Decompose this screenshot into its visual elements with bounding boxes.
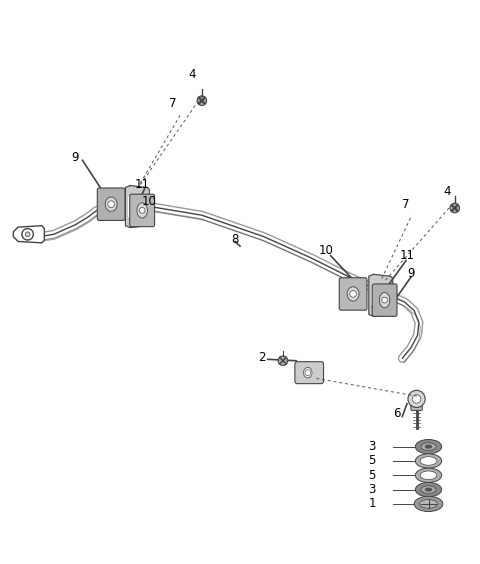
Text: 9: 9: [72, 151, 79, 165]
Circle shape: [382, 297, 387, 303]
Ellipse shape: [420, 471, 437, 479]
Text: 10: 10: [318, 244, 333, 258]
FancyBboxPatch shape: [372, 284, 397, 316]
Ellipse shape: [105, 197, 117, 212]
FancyBboxPatch shape: [339, 277, 367, 310]
Circle shape: [412, 395, 421, 403]
Ellipse shape: [421, 443, 436, 451]
Circle shape: [408, 390, 425, 408]
FancyBboxPatch shape: [97, 188, 125, 221]
Text: 7: 7: [169, 96, 177, 109]
Polygon shape: [369, 274, 393, 316]
Ellipse shape: [415, 482, 442, 497]
Ellipse shape: [421, 486, 436, 494]
Ellipse shape: [137, 203, 147, 218]
Text: 9: 9: [407, 267, 415, 280]
Ellipse shape: [303, 367, 312, 378]
Circle shape: [197, 96, 206, 105]
Text: 6: 6: [393, 407, 400, 420]
Polygon shape: [129, 195, 142, 218]
Text: 11: 11: [399, 249, 415, 262]
Polygon shape: [372, 284, 385, 307]
Text: 5: 5: [369, 469, 376, 482]
Ellipse shape: [415, 468, 442, 482]
Ellipse shape: [415, 439, 442, 454]
Ellipse shape: [420, 500, 438, 508]
Circle shape: [305, 370, 311, 376]
FancyBboxPatch shape: [130, 194, 155, 227]
Circle shape: [350, 290, 357, 297]
Text: 7: 7: [402, 198, 410, 211]
Text: 8: 8: [231, 232, 239, 245]
Ellipse shape: [414, 496, 443, 512]
Polygon shape: [125, 186, 149, 228]
Ellipse shape: [425, 488, 432, 491]
Text: 1: 1: [369, 497, 376, 510]
FancyBboxPatch shape: [295, 362, 324, 384]
Ellipse shape: [415, 454, 442, 468]
Ellipse shape: [420, 457, 437, 465]
Circle shape: [450, 203, 459, 213]
Text: 4: 4: [444, 185, 451, 198]
Circle shape: [25, 232, 30, 237]
Circle shape: [278, 356, 288, 365]
Ellipse shape: [425, 445, 432, 448]
Circle shape: [22, 228, 34, 240]
Text: 5: 5: [369, 455, 376, 468]
Text: 4: 4: [189, 68, 196, 81]
Text: 3: 3: [369, 440, 376, 453]
Text: 3: 3: [369, 483, 376, 496]
Circle shape: [108, 201, 115, 208]
Polygon shape: [13, 226, 44, 243]
FancyBboxPatch shape: [411, 400, 422, 411]
Ellipse shape: [347, 287, 359, 301]
Text: 11: 11: [135, 178, 150, 191]
Ellipse shape: [379, 293, 390, 308]
Text: 10: 10: [142, 195, 157, 208]
Text: 2: 2: [258, 351, 265, 364]
Circle shape: [139, 208, 145, 213]
